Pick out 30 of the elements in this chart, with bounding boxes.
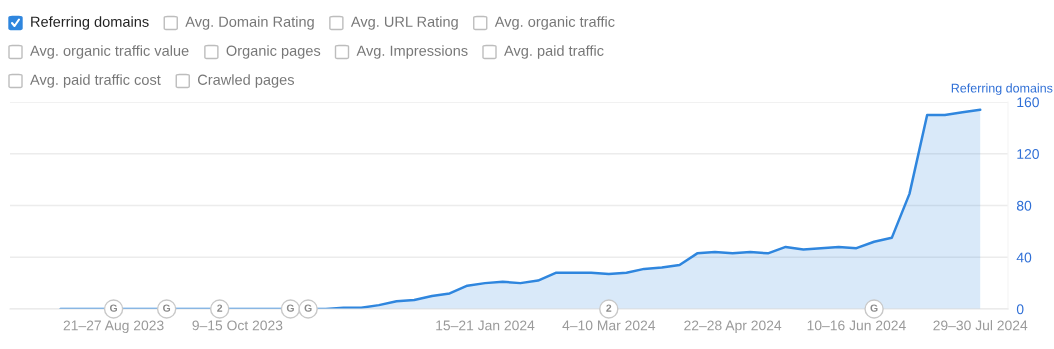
text: Avg. URL Rating bbox=[350, 16, 458, 30]
y-tick-label: 40 bbox=[1016, 252, 1032, 263]
text: Avg. Impressions bbox=[356, 45, 468, 59]
y-tick-label: 160 bbox=[1017, 97, 1039, 108]
annotation: 2 bbox=[606, 304, 612, 312]
x-tick-label: 22–28 Apr 2024 bbox=[684, 320, 782, 334]
annotation: G bbox=[163, 304, 171, 312]
x-tick-label: 29–30 Jul 2024 bbox=[933, 320, 1028, 331]
x-tick-label: 21–27 Aug 2023 bbox=[63, 320, 164, 334]
y-axis-title: Referring domains bbox=[951, 83, 1053, 96]
y-tick-label: 120 bbox=[1017, 149, 1039, 159]
y-tick-label: 0 bbox=[1016, 304, 1024, 315]
x-tick-label: 10–16 Jun 2024 bbox=[807, 320, 906, 331]
text: Avg. paid traffic cost bbox=[30, 74, 161, 88]
x-tick-label: 4–10 Mar 2024 bbox=[562, 320, 656, 331]
annotation: 2 bbox=[217, 304, 223, 312]
x-tick-label: 15–21 Jan 2024 bbox=[436, 320, 535, 331]
y-tick-label: 80 bbox=[1016, 200, 1032, 211]
annotation: G bbox=[109, 304, 117, 312]
annotation: G bbox=[304, 304, 312, 312]
legend-label: Referring domains bbox=[31, 16, 149, 30]
text: Crawled pages bbox=[197, 74, 294, 88]
text: Avg. Domain Rating bbox=[185, 16, 314, 30]
annotation: G bbox=[286, 304, 294, 312]
text: Avg. paid traffic bbox=[504, 45, 604, 59]
x-tick-label: 9–15 Oct 2023 bbox=[192, 320, 283, 331]
text: Avg. organic traffic value bbox=[30, 45, 189, 59]
annotation: G bbox=[870, 304, 878, 312]
text: Avg. organic traffic bbox=[494, 16, 615, 30]
text: Organic pages bbox=[226, 45, 321, 59]
